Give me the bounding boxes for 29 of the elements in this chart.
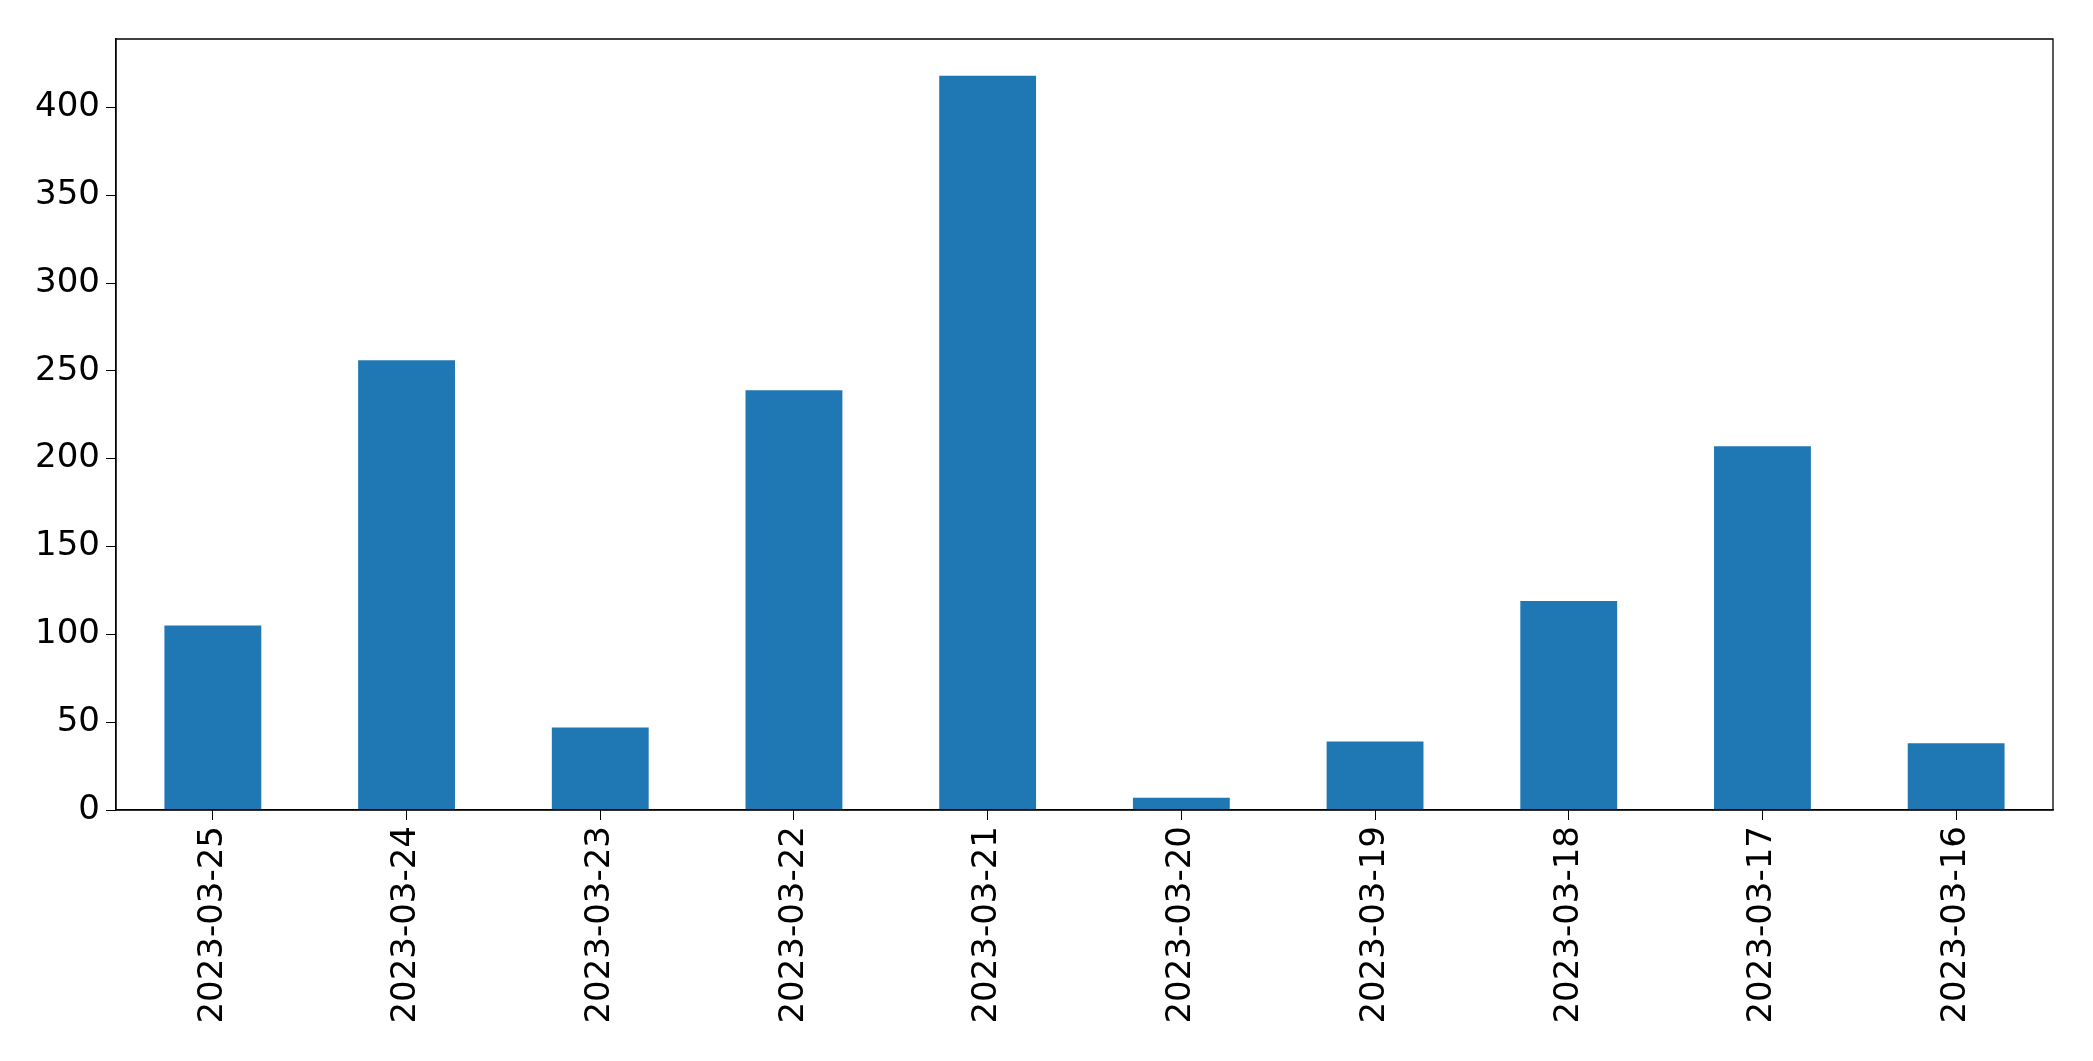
- y-tick-label: 200: [35, 435, 100, 476]
- bar: [939, 75, 1037, 810]
- y-tick-label: 150: [35, 523, 100, 564]
- x-tick-label: 2023-03-23: [577, 826, 618, 1024]
- x-tick-label: 2023-03-24: [383, 826, 424, 1024]
- y-tick-label: 300: [35, 259, 100, 300]
- bar: [551, 727, 649, 810]
- bar: [745, 390, 843, 810]
- y-tick-label: 50: [56, 698, 100, 739]
- bar: [1714, 446, 1811, 810]
- x-tick-label: 2023-03-22: [770, 826, 811, 1024]
- x-tick-label: 2023-03-18: [1545, 826, 1586, 1024]
- bar: [1520, 600, 1618, 810]
- x-tick-label: 2023-03-20: [1158, 826, 1199, 1024]
- bar: [164, 625, 262, 810]
- bar: [1907, 743, 2005, 810]
- x-tick-label: 2023-03-16: [1932, 826, 1973, 1024]
- bar: [358, 360, 455, 810]
- y-tick-label: 400: [35, 84, 100, 125]
- y-tick-label: 350: [35, 172, 100, 212]
- y-tick-label: 250: [35, 347, 100, 388]
- x-tick-label: 2023-03-25: [189, 826, 230, 1024]
- x-tick-label: 2023-03-17: [1739, 826, 1780, 1024]
- bar: [1132, 797, 1230, 810]
- y-tick-label: 0: [78, 786, 100, 827]
- x-tick-label: 2023-03-19: [1351, 826, 1392, 1024]
- y-tick-label: 100: [35, 611, 100, 652]
- bar: [1326, 741, 1424, 810]
- x-tick-label: 2023-03-21: [964, 826, 1005, 1024]
